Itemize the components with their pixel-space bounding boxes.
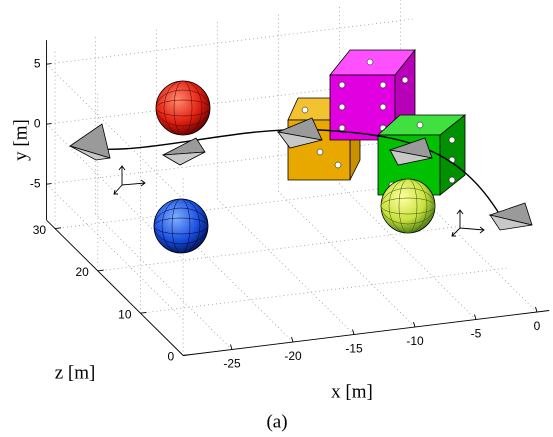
x-tick-label: 0: [534, 319, 541, 333]
tick-mark: [98, 270, 104, 271]
y-axis-label: y [m]: [10, 119, 31, 161]
grid-line: [141, 268, 507, 313]
caption: (a): [266, 411, 287, 432]
z-tick-label: 30: [33, 223, 47, 237]
x-axis: [183, 311, 549, 356]
tick-mark: [47, 184, 52, 185]
tick-mark: [475, 315, 477, 320]
z-tick-label: 0: [168, 350, 175, 364]
tick-mark: [55, 228, 61, 229]
figure: -25 -20 -15 -10 -5 0 0 10 20 30 -5 0 5 x [m] y [m] z…: [0, 0, 553, 437]
z-tick-label: 10: [118, 307, 132, 321]
tick-mark: [141, 312, 147, 313]
sphere: [381, 179, 435, 233]
y-tick-label: 0: [34, 116, 41, 130]
x-tick-label: -5: [471, 327, 482, 341]
sphere: [156, 81, 210, 135]
grid-line: [47, 184, 184, 319]
camera: [70, 124, 110, 160]
y-tick-label: 5: [34, 56, 41, 70]
x-tick-label: -25: [223, 357, 241, 371]
x-tick-label: -20: [284, 349, 302, 363]
scene: [70, 50, 532, 253]
grid-line: [55, 184, 421, 229]
grid-line: [47, 64, 184, 199]
tick-mark: [292, 337, 294, 342]
x-tick-label: -10: [406, 334, 424, 348]
camera: [490, 203, 532, 230]
tick-mark: [47, 124, 52, 125]
tick-mark: [414, 322, 416, 327]
z-tick-label: 20: [75, 265, 89, 279]
x-tick-label: -15: [345, 342, 363, 356]
tick-mark: [183, 355, 189, 356]
tick-mark: [47, 64, 52, 65]
sphere: [154, 199, 208, 253]
axes: -25 -20 -15 -10 -5 0 0 10 20 30 -5 0 5: [30, 40, 549, 371]
tick-mark: [353, 330, 355, 335]
y-tick-label: -5: [30, 176, 41, 190]
grid-line: [217, 199, 354, 334]
x-axis-label: x [m]: [331, 381, 373, 402]
tick-mark: [536, 307, 538, 312]
z-axis-label: z [m]: [55, 362, 96, 383]
tick-mark: [231, 345, 233, 350]
